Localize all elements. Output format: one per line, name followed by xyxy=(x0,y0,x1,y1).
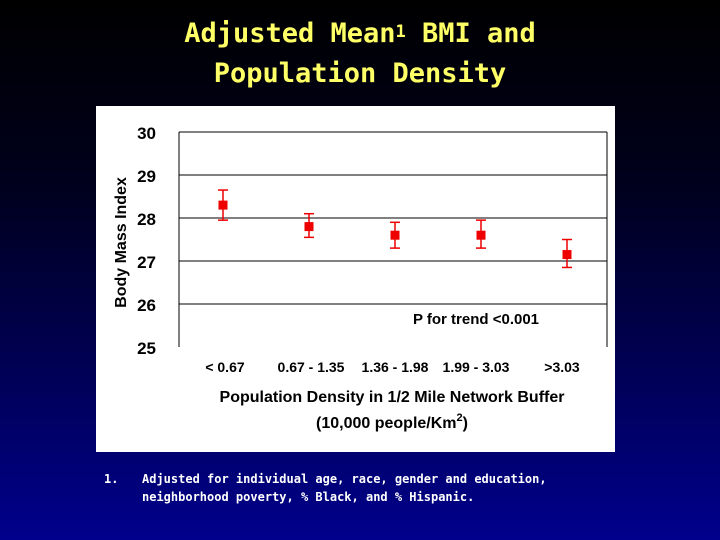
x-tick-label: 0.67 - 1.35 xyxy=(278,359,345,375)
y-tick-label: 27 xyxy=(137,253,156,272)
data-point xyxy=(476,230,486,240)
data-point xyxy=(562,250,572,260)
x-axis-title-line-2: (10,000 people/Km2) xyxy=(316,412,468,432)
slide-title-line-1: Adjusted Mean1 BMI and xyxy=(0,14,720,54)
bmi-density-chart: 25 26 27 28 29 30 Body Mass Index P for trend <… xyxy=(113,124,608,432)
x-axis-title-close: ) xyxy=(463,415,468,432)
y-tick-label: 29 xyxy=(137,167,156,186)
slide-title: Adjusted Mean1 BMI and Population Densit… xyxy=(0,14,720,94)
x-axis-title-superscript: 2 xyxy=(457,412,463,424)
title-text-1: Adjusted Mean xyxy=(184,18,396,49)
data-point xyxy=(390,230,400,240)
title-text-2: BMI and xyxy=(405,18,536,49)
chart-panel: 25 26 27 28 29 30 Body Mass Index P for trend <… xyxy=(96,106,615,452)
x-tick-label: >3.03 xyxy=(544,359,580,375)
x-axis-title-line-1: Population Density in 1/2 Mile Network B… xyxy=(220,389,565,406)
title-footnote-marker: 1 xyxy=(395,22,406,42)
footnote-number: 1. xyxy=(104,472,119,486)
x-tick-label: 1.36 - 1.98 xyxy=(362,359,429,375)
y-tick-label: 28 xyxy=(137,210,156,229)
y-axis-title: Body Mass Index xyxy=(113,177,130,308)
y-tick-label: 26 xyxy=(137,296,156,315)
x-axis-title-unit: (10,000 people/Km xyxy=(316,415,457,432)
x-tick-label: < 0.67 xyxy=(205,359,245,375)
footnote-text: Adjusted for individual age, race, gende… xyxy=(142,472,547,504)
trend-annotation: P for trend <0.001 xyxy=(413,311,539,328)
slide-title-line-2: Population Density xyxy=(213,58,507,89)
y-tick-label: 25 xyxy=(137,339,156,358)
data-point xyxy=(304,222,314,232)
y-tick-label: 30 xyxy=(137,124,156,143)
x-tick-label: 1.99 - 3.03 xyxy=(443,359,510,375)
data-point xyxy=(218,200,228,210)
